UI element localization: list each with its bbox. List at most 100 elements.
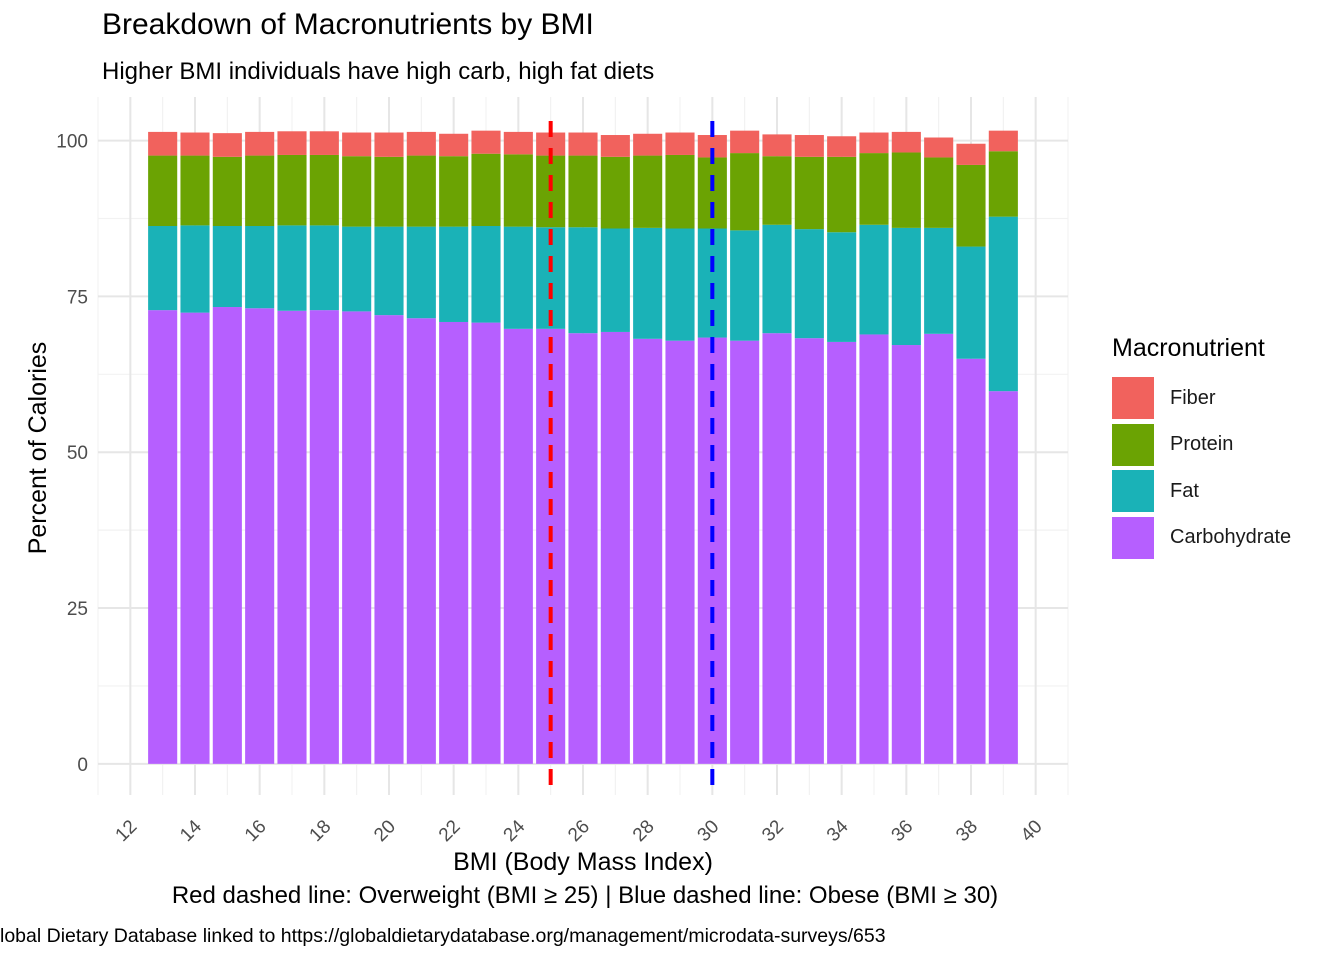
caption-reference-lines: Red dashed line: Overweight (BMI ≥ 25) |… [172,882,998,909]
bar-protein-27 [600,156,630,229]
bar-carbohydrate-23 [471,322,501,764]
bar-fiber-19 [342,132,372,157]
bar-fiber-27 [600,135,630,157]
bar-protein-38 [956,164,986,247]
bar-carbohydrate-21 [406,318,436,764]
legend-swatch-fat [1112,470,1154,513]
bar-protein-26 [568,155,598,228]
bar-carbohydrate-14 [180,312,210,764]
bar-fat-34 [827,232,857,342]
bar-carbohydrate-39 [988,391,1018,764]
bar-fiber-31 [730,130,760,154]
x-tick-label: 20 [370,816,400,846]
bar-protein-35 [859,153,889,225]
bar-fat-35 [859,224,889,335]
bar-fiber-16 [245,131,275,156]
legend-item-carbohydrate: Carbohydrate [1112,515,1291,562]
legend-item-fiber: Fiber [1112,375,1291,422]
bar-fat-18 [309,225,339,311]
bar-carbohydrate-13 [148,310,178,764]
bar-fiber-34 [827,136,857,157]
x-tick-label: 16 [241,816,271,846]
bar-carbohydrate-35 [859,334,889,764]
x-tick-label: 32 [758,816,788,846]
bar-fiber-33 [794,135,824,157]
bar-protein-17 [277,154,307,226]
bar-fat-27 [600,228,630,332]
bar-fat-17 [277,225,307,311]
bar-carbohydrate-33 [794,338,824,764]
bar-protein-29 [665,154,695,229]
bar-fiber-25 [536,132,566,156]
bar-carbohydrate-31 [730,340,760,764]
bar-protein-20 [374,156,404,227]
legend: Macronutrient Fiber Protein Fat Carbohyd… [1112,334,1291,561]
bar-fiber-21 [406,131,436,156]
bar-protein-24 [503,154,533,227]
legend-item-protein: Protein [1112,422,1291,469]
legend-label-fat: Fat [1170,479,1199,502]
x-tick-label: 18 [306,816,336,846]
bar-fiber-22 [439,133,469,157]
bar-fat-29 [665,228,695,341]
caption-source: lobal Dietary Database linked to https:/… [0,925,886,947]
x-tick-label: 24 [500,816,530,846]
bar-carbohydrate-27 [600,331,630,764]
bar-fat-37 [924,227,954,334]
bar-carbohydrate-38 [956,358,986,764]
bar-protein-19 [342,156,372,227]
y-tick-label: 25 [67,599,88,620]
x-tick-label: 12 [112,816,142,846]
y-tick-label: 0 [77,755,88,776]
bar-fat-21 [406,226,436,319]
legend-swatch-fiber [1112,377,1154,420]
x-tick-label: 28 [629,816,659,846]
y-tick-label: 100 [56,132,88,153]
x-tick-label: 38 [952,816,982,846]
bar-protein-34 [827,156,857,233]
bar-fiber-17 [277,131,307,155]
bar-fat-36 [891,227,921,346]
bar-protein-32 [762,156,792,225]
x-tick-label: 30 [694,816,724,846]
bar-fiber-32 [762,134,792,157]
bar-fat-19 [342,226,372,312]
legend-label-fiber: Fiber [1170,386,1216,409]
bar-carbohydrate-29 [665,340,695,764]
y-tick-label: 75 [67,287,88,308]
bar-protein-13 [148,155,178,227]
bar-fiber-38 [956,143,986,165]
bar-fat-23 [471,226,501,323]
bar-protein-22 [439,156,469,227]
bar-protein-39 [988,151,1018,217]
bar-fat-32 [762,224,792,334]
y-tick-label: 50 [67,443,88,464]
bar-fiber-15 [212,133,242,157]
legend-swatch-carbohydrate [1112,516,1154,559]
bar-fat-20 [374,226,404,316]
x-tick-label: 34 [823,816,853,846]
x-tick-label: 40 [1017,816,1047,846]
chart-title: Breakdown of Macronutrients by BMI [102,8,594,41]
bar-carbohydrate-18 [309,310,339,764]
bar-fat-28 [633,227,663,339]
bar-carbohydrate-16 [245,308,275,764]
bar-fiber-24 [503,131,533,155]
bar-protein-31 [730,153,760,231]
x-axis-title: BMI (Body Mass Index) [453,848,713,876]
bar-fat-16 [245,226,275,309]
bar-protein-33 [794,156,824,230]
legend-title: Macronutrient [1112,334,1265,362]
bar-fat-14 [180,225,210,313]
x-tick-label: 36 [888,816,918,846]
bar-carbohydrate-37 [924,333,954,764]
bar-fat-33 [794,229,824,339]
bar-carbohydrate-17 [277,310,307,764]
bar-fat-39 [988,216,1018,392]
bar-fiber-13 [148,131,178,156]
x-tick-label: 14 [176,816,206,846]
bar-fat-13 [148,226,178,311]
bar-carbohydrate-34 [827,341,857,764]
bar-fat-22 [439,226,469,322]
